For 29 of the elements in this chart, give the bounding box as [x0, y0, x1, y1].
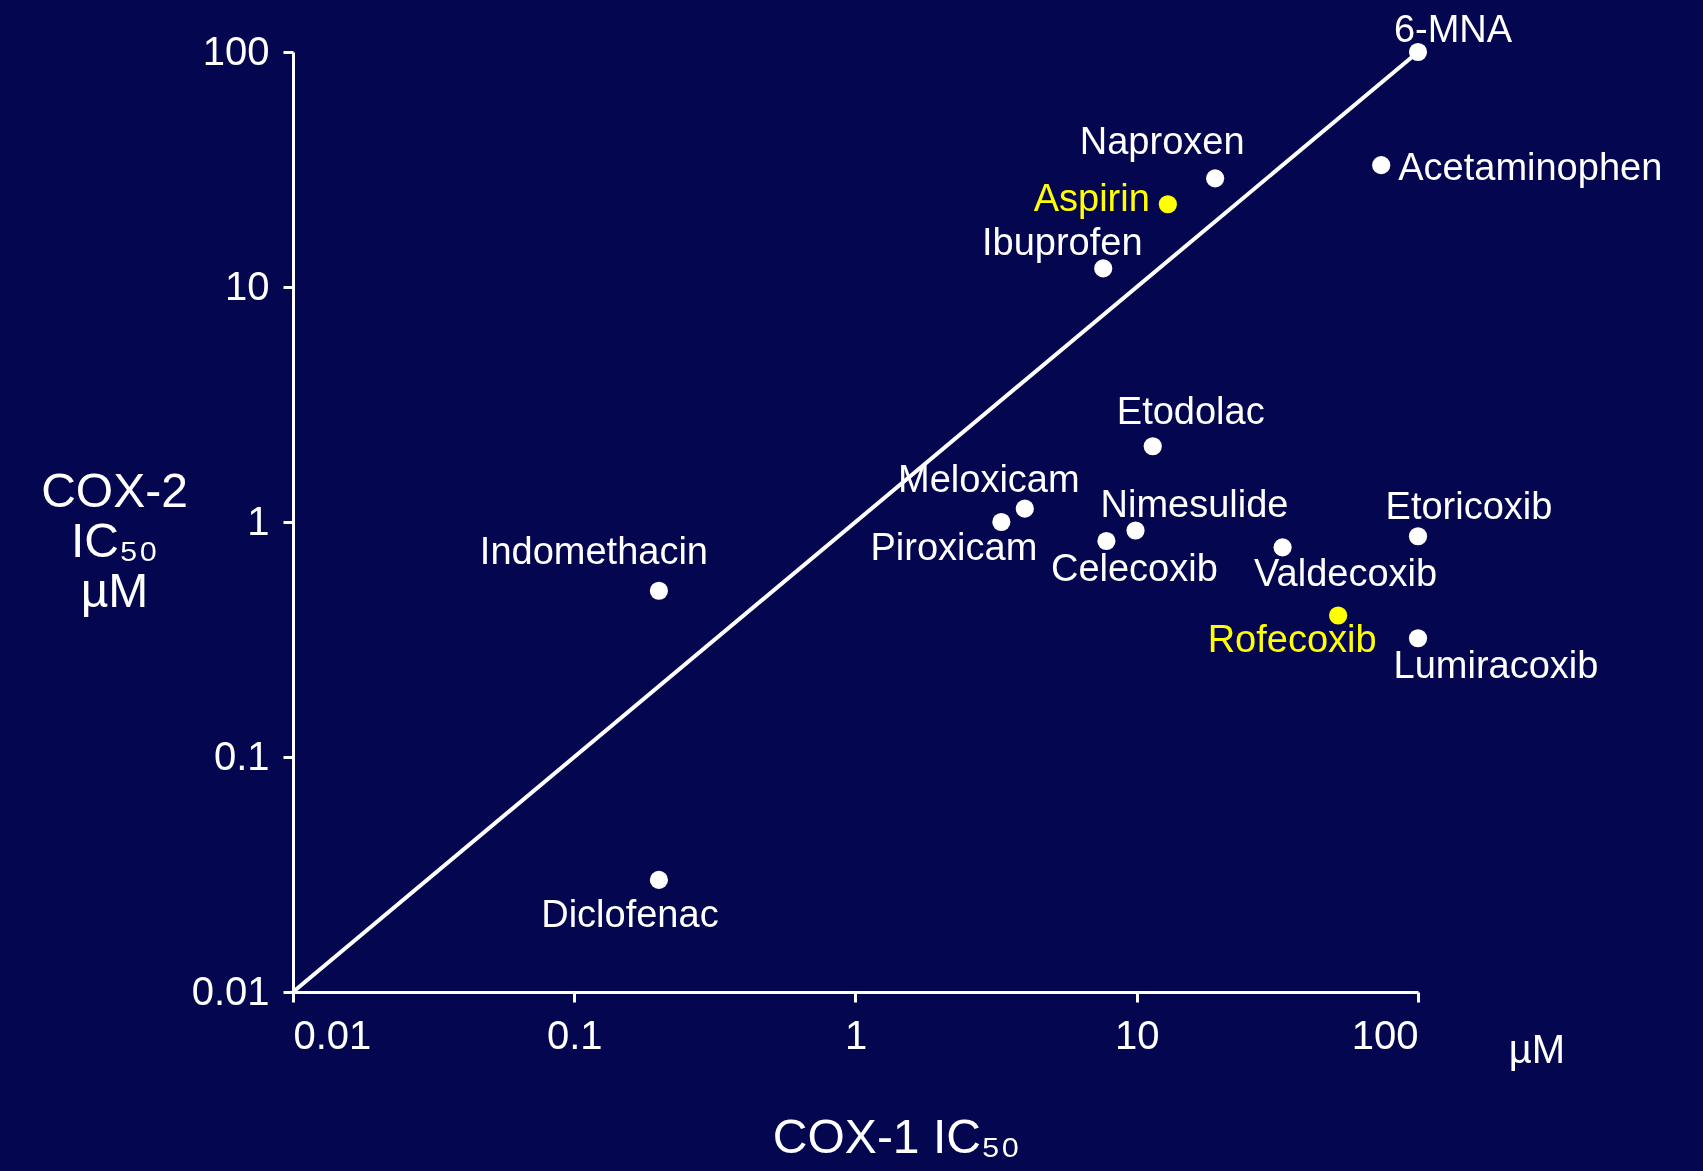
y-tick-label: 0.1: [213, 733, 270, 778]
annotation: Naproxen: [1079, 120, 1245, 163]
x-axis-title: COX-1 IC₅₀: [772, 1109, 1021, 1163]
annotation: Meloxicam: [898, 457, 1080, 500]
annotation: Lumiracoxib: [1393, 644, 1599, 687]
annotation: Nimesulide: [1100, 482, 1289, 525]
y-tick-label: 0.01: [191, 968, 270, 1013]
x-tick-label: 0.01: [293, 1012, 372, 1057]
y-tick-label: 1: [247, 498, 270, 543]
y-tick-label: 10: [225, 263, 270, 308]
annotation: Piroxicam: [870, 526, 1038, 568]
x-tick-label: 10: [1115, 1012, 1160, 1057]
annotation: Etoricoxib: [1385, 485, 1553, 528]
annotation: Valdecoxib: [1254, 552, 1438, 595]
annotation: Ibuprofen: [981, 221, 1143, 264]
annotation: Celecoxib: [1050, 547, 1218, 590]
annotation: Rofecoxib: [1207, 617, 1377, 660]
annotation: Acetaminophen: [1398, 146, 1663, 189]
y-tick-label: 100: [202, 28, 270, 73]
x-tick-label: 0.1: [546, 1012, 603, 1057]
x-tick-label: 1: [844, 1012, 868, 1057]
annotation: Indomethacin: [479, 529, 708, 572]
annotation: 6-MNA: [1393, 8, 1513, 50]
annotation: Aspirin: [1033, 177, 1150, 220]
text: µM: [1508, 1027, 1566, 1071]
annotation: Diclofenac: [541, 892, 719, 935]
x-tick-label: 100: [1351, 1012, 1419, 1057]
y-axis-title: COX-2 IC₅₀ µM: [41, 463, 188, 617]
annotation: Etodolac: [1116, 390, 1265, 433]
